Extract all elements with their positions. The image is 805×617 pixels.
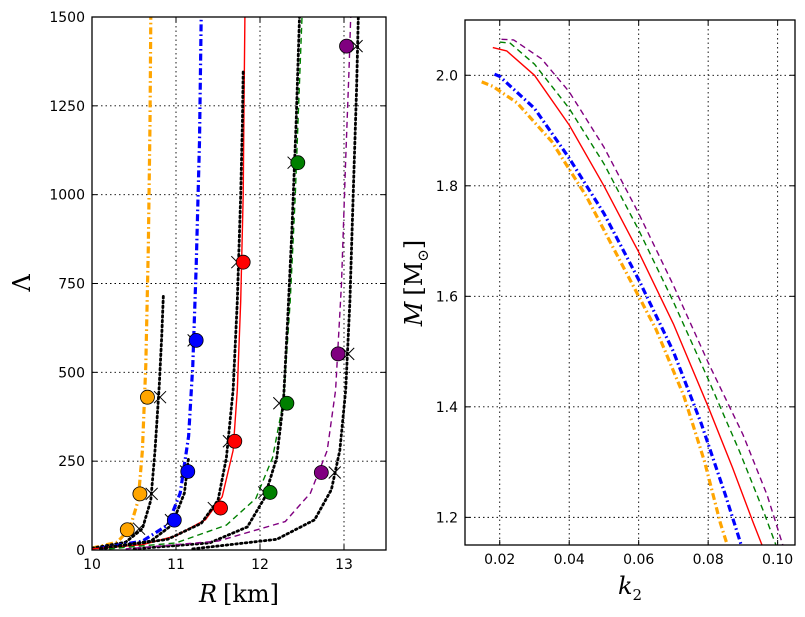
cross-marker xyxy=(132,522,146,536)
dot-marker-orange xyxy=(119,522,135,538)
right-panel: 0.02 0.04 0.06 0.08 0.10 1.2 1.4 1.6 1.8 2.0 k2 M… xyxy=(400,19,796,604)
dot-marker-orange xyxy=(140,389,155,405)
x-tick-label: 0.04 xyxy=(554,552,585,568)
dot-marker-purple xyxy=(330,346,346,362)
series-line-red xyxy=(492,46,763,545)
series-line-green xyxy=(108,17,303,550)
series-line-orange xyxy=(481,80,729,545)
series-line-red-dotted xyxy=(99,68,245,550)
cross-marker xyxy=(145,487,158,501)
right-ticks: 0.02 0.04 0.06 0.08 0.10 1.2 1.4 1.6 1.8 2.0 xyxy=(436,20,795,568)
series-line-purple-dotted xyxy=(191,17,360,550)
x-tick-label: 0.08 xyxy=(693,552,724,568)
series-line-purple xyxy=(501,38,784,545)
x-tick-label: 11 xyxy=(167,557,185,573)
y-tick-label: 1500 xyxy=(49,10,85,26)
y-tick-label: 0 xyxy=(76,543,85,559)
dot-marker-blue xyxy=(166,512,182,528)
dot-marker-blue xyxy=(180,464,196,479)
series-line-blue xyxy=(100,17,203,550)
x-tick-label: 0.06 xyxy=(623,552,654,568)
dot-marker-red xyxy=(235,254,251,270)
left-markers xyxy=(119,38,363,538)
y-tick-label: 1000 xyxy=(49,188,85,204)
series-line-orange-dotted xyxy=(92,292,165,550)
y-tick-label: 1.2 xyxy=(436,510,458,526)
left-ticks: 10 11 12 13 0 250 500 750 1000 1250 1500 xyxy=(49,10,386,573)
right-y-axis-label: M[M⊙] xyxy=(400,240,432,327)
x-tick-label: 10 xyxy=(83,557,101,573)
dot-marker-purple xyxy=(313,465,329,480)
y-tick-label: 2.0 xyxy=(436,68,458,84)
series-line-purple xyxy=(125,17,352,550)
series-line-blue xyxy=(493,72,743,545)
dot-marker-green xyxy=(290,155,306,171)
y-tick-label: 750 xyxy=(58,277,85,293)
left-y-axis-label: Λ xyxy=(8,274,36,293)
right-grid xyxy=(465,20,795,545)
series-line-orange xyxy=(92,17,153,550)
right-plot-frame xyxy=(464,19,796,546)
right-x-axis-label: k2 xyxy=(618,572,642,604)
series-line-red xyxy=(92,17,246,550)
y-tick-label: 500 xyxy=(58,365,85,381)
dot-marker-purple xyxy=(339,38,354,54)
dot-marker-green xyxy=(262,485,278,500)
series-line-green-dotted xyxy=(132,17,301,550)
dot-marker-orange xyxy=(132,486,148,502)
dot-marker-blue xyxy=(188,332,204,348)
x-tick-label: 0.10 xyxy=(762,552,793,568)
x-tick-label: 0.02 xyxy=(484,552,515,568)
dot-marker-red xyxy=(227,433,243,449)
right-plot-area xyxy=(481,38,784,545)
cross-marker xyxy=(328,466,342,479)
series-line-green xyxy=(499,41,777,545)
left-x-axis-label: R [km] xyxy=(198,580,279,608)
y-tick-label: 1250 xyxy=(49,99,85,115)
y-tick-label: 1.6 xyxy=(436,289,458,305)
y-tick-label: 1.4 xyxy=(436,400,458,416)
cross-marker xyxy=(153,390,167,404)
x-tick-label: 12 xyxy=(251,557,269,573)
dot-marker-red xyxy=(213,500,228,516)
y-tick-label: 1.8 xyxy=(436,179,458,195)
y-tick-label: 250 xyxy=(58,454,85,470)
dot-marker-green xyxy=(279,395,295,411)
left-plot-area xyxy=(92,17,360,550)
x-tick-label: 13 xyxy=(335,557,353,573)
left-panel: 10 11 12 13 0 250 500 750 1000 1250 1500 R [km] Λ xyxy=(8,10,387,608)
